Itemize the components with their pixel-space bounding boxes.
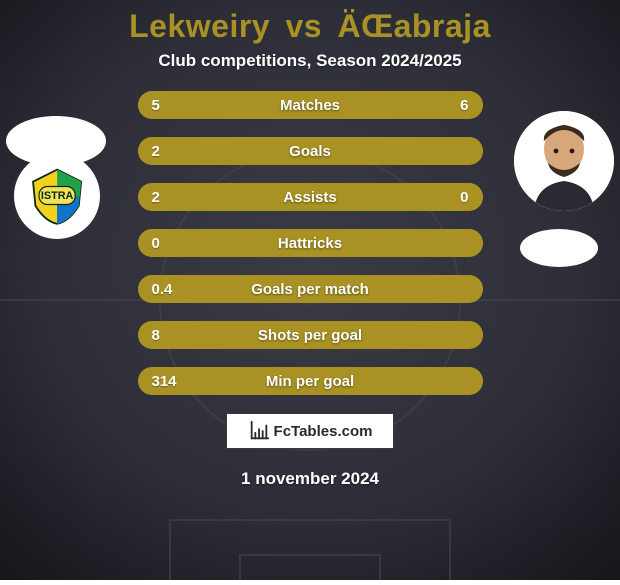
brand-text: FcTables.com	[274, 423, 373, 440]
stat-value-left: 0.4	[152, 275, 173, 303]
player2-name: ÄŒabraja	[337, 8, 490, 44]
brand-icon	[248, 420, 270, 442]
stat-value-left: 8	[152, 321, 160, 349]
player1-club-badge: ISTRA	[14, 153, 100, 239]
stat-value-left: 2	[152, 137, 160, 165]
stat-value-left: 314	[152, 367, 177, 395]
subtitle: Club competitions, Season 2024/2025	[0, 51, 620, 71]
stat-row: 0Hattricks	[138, 229, 483, 257]
stat-fill-left	[138, 137, 483, 165]
page-title: Lekweiry vs ÄŒabraja	[0, 8, 620, 45]
stat-fill-right	[407, 183, 483, 211]
stat-fill-left	[138, 229, 483, 257]
stat-row: 2Goals	[138, 137, 483, 165]
stat-fill-left	[138, 275, 483, 303]
brand-badge[interactable]: FcTables.com	[226, 413, 394, 449]
stat-row: 0.4Goals per match	[138, 275, 483, 303]
stat-value-right: 0	[460, 183, 468, 211]
stat-row: 314Min per goal	[138, 367, 483, 395]
comparison-stage: ISTRA 56Matches2Goals20Assists0Hattricks…	[0, 91, 620, 395]
svg-text:ISTRA: ISTRA	[41, 190, 74, 202]
vs-label: vs	[285, 8, 322, 44]
stat-value-left: 5	[152, 91, 160, 119]
stat-fill-right	[296, 91, 482, 119]
player2-club-badge	[520, 229, 598, 267]
stat-bars: 56Matches2Goals20Assists0Hattricks0.4Goa…	[138, 91, 483, 395]
date-label: 1 november 2024	[0, 469, 620, 489]
stat-row: 56Matches	[138, 91, 483, 119]
player2-avatar	[514, 111, 614, 211]
stat-fill-left	[138, 91, 297, 119]
stat-value-left: 2	[152, 183, 160, 211]
stat-value-right: 6	[460, 91, 468, 119]
player1-name: Lekweiry	[129, 8, 270, 44]
stat-row: 20Assists	[138, 183, 483, 211]
stat-fill-left	[138, 183, 407, 211]
stat-row: 8Shots per goal	[138, 321, 483, 349]
stat-fill-left	[138, 367, 483, 395]
stat-fill-left	[138, 321, 483, 349]
stat-value-left: 0	[152, 229, 160, 257]
